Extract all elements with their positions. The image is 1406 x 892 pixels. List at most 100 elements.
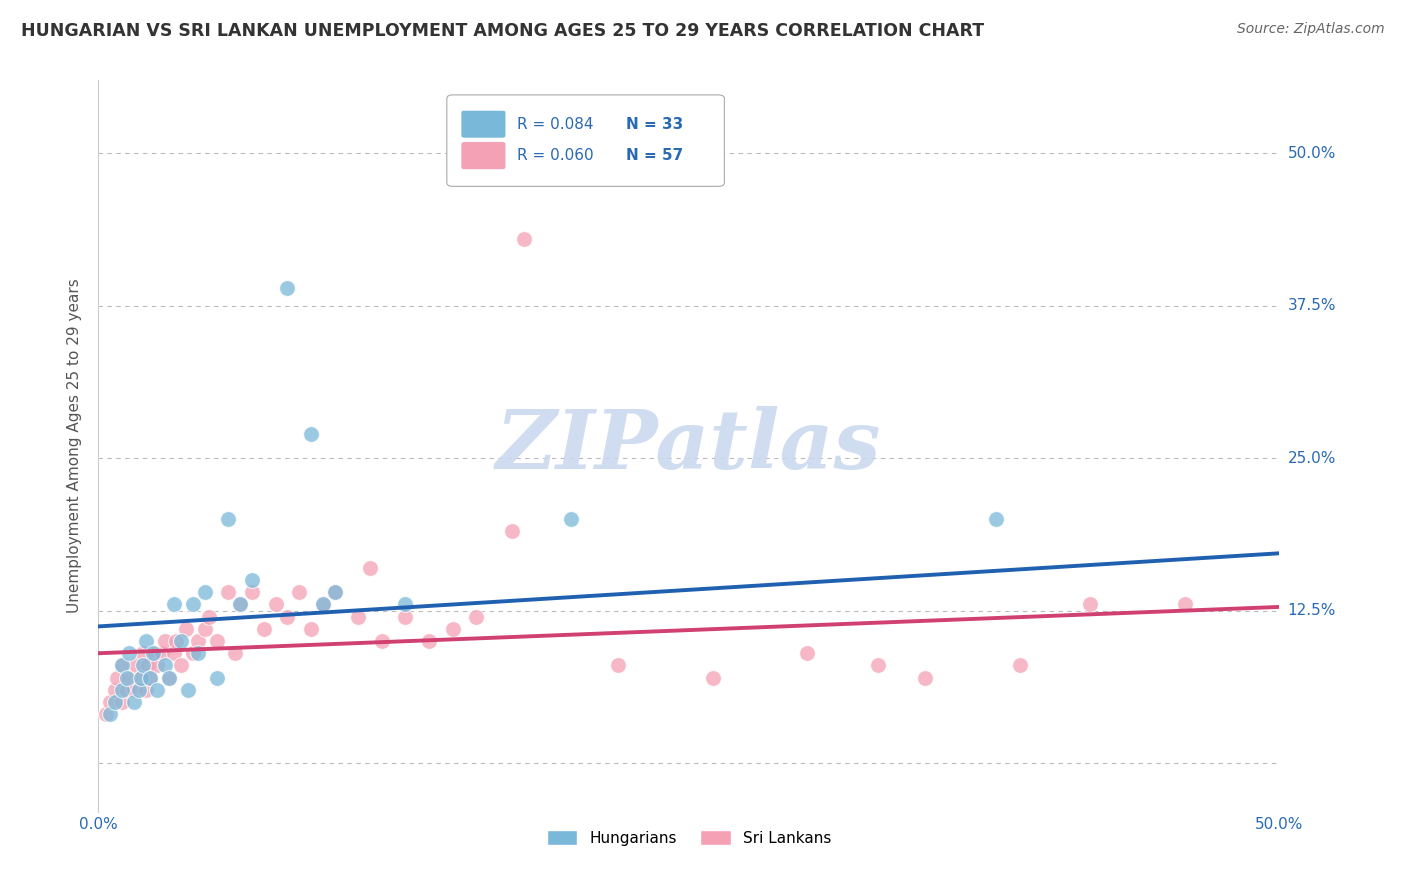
Point [125,658,148,673]
Text: R = 0.084: R = 0.084 [516,117,593,132]
Legend: Hungarians, Sri Lankans: Hungarians, Sri Lankans [541,823,837,852]
Point [118,671,141,685]
Point [323,585,346,599]
Point [866,658,889,673]
Point [105,671,128,685]
Point [170,658,193,673]
Point [181,646,204,660]
Point [217,585,239,599]
Point [229,598,252,612]
Point [118,646,141,660]
Point [111,695,134,709]
Text: 12.5%: 12.5% [1288,603,1336,618]
Point [194,622,217,636]
Point [240,573,263,587]
Point [198,609,221,624]
Text: N = 57: N = 57 [626,148,683,163]
Text: ZIPatlas: ZIPatlas [496,406,882,486]
Point [104,682,127,697]
Point [194,585,217,599]
Point [129,671,152,685]
Point [299,426,322,441]
Point [170,634,193,648]
Point [187,634,209,648]
Point [139,671,162,685]
Point [205,671,228,685]
Point [157,671,180,685]
Point [146,682,169,697]
Text: Source: ZipAtlas.com: Source: ZipAtlas.com [1237,22,1385,37]
Point [135,682,157,697]
Point [347,609,370,624]
Point [1008,658,1031,673]
Point [501,524,523,539]
FancyBboxPatch shape [461,111,506,138]
Text: N = 33: N = 33 [626,117,683,132]
Text: 25.0%: 25.0% [1288,450,1336,466]
Point [153,634,176,648]
Point [607,658,630,673]
Point [146,658,169,673]
Point [312,598,335,612]
Point [276,609,298,624]
Point [264,598,287,612]
Point [104,695,127,709]
Point [914,671,936,685]
Point [174,622,197,636]
Point [702,671,724,685]
Point [94,707,117,722]
Point [394,598,416,612]
Point [418,634,440,648]
Point [143,646,166,660]
Point [115,671,138,685]
Point [122,695,145,709]
Point [229,598,252,612]
Point [136,658,159,673]
Point [240,585,263,599]
Point [224,646,246,660]
Point [276,280,298,294]
Point [139,671,162,685]
Point [163,646,186,660]
Point [984,512,1007,526]
Point [98,707,121,722]
Point [111,658,134,673]
Point [177,682,200,697]
Y-axis label: Unemployment Among Ages 25 to 29 years: Unemployment Among Ages 25 to 29 years [67,278,83,614]
Point [150,646,173,660]
FancyBboxPatch shape [447,95,724,186]
Point [111,682,134,697]
Point [115,682,138,697]
Point [560,512,582,526]
Point [371,634,394,648]
FancyBboxPatch shape [461,142,506,169]
Point [299,622,322,636]
Text: HUNGARIAN VS SRI LANKAN UNEMPLOYMENT AMONG AGES 25 TO 29 YEARS CORRELATION CHART: HUNGARIAN VS SRI LANKAN UNEMPLOYMENT AMO… [21,22,984,40]
Point [157,671,180,685]
Point [441,622,464,636]
Point [394,609,416,624]
Point [359,561,381,575]
Point [111,658,134,673]
Point [142,646,165,660]
Point [187,646,209,660]
Point [129,671,152,685]
Point [205,634,228,648]
Point [323,585,346,599]
Point [465,609,488,624]
Point [135,634,157,648]
Point [312,598,335,612]
Point [288,585,311,599]
Point [217,512,239,526]
Text: R = 0.060: R = 0.060 [516,148,593,163]
Point [181,598,204,612]
Point [1080,598,1102,612]
Point [796,646,818,660]
Text: 50.0%: 50.0% [1288,146,1336,161]
Point [132,658,155,673]
Point [122,682,145,697]
Point [128,682,150,697]
Point [132,646,155,660]
Text: 37.5%: 37.5% [1288,298,1336,313]
Point [153,658,176,673]
